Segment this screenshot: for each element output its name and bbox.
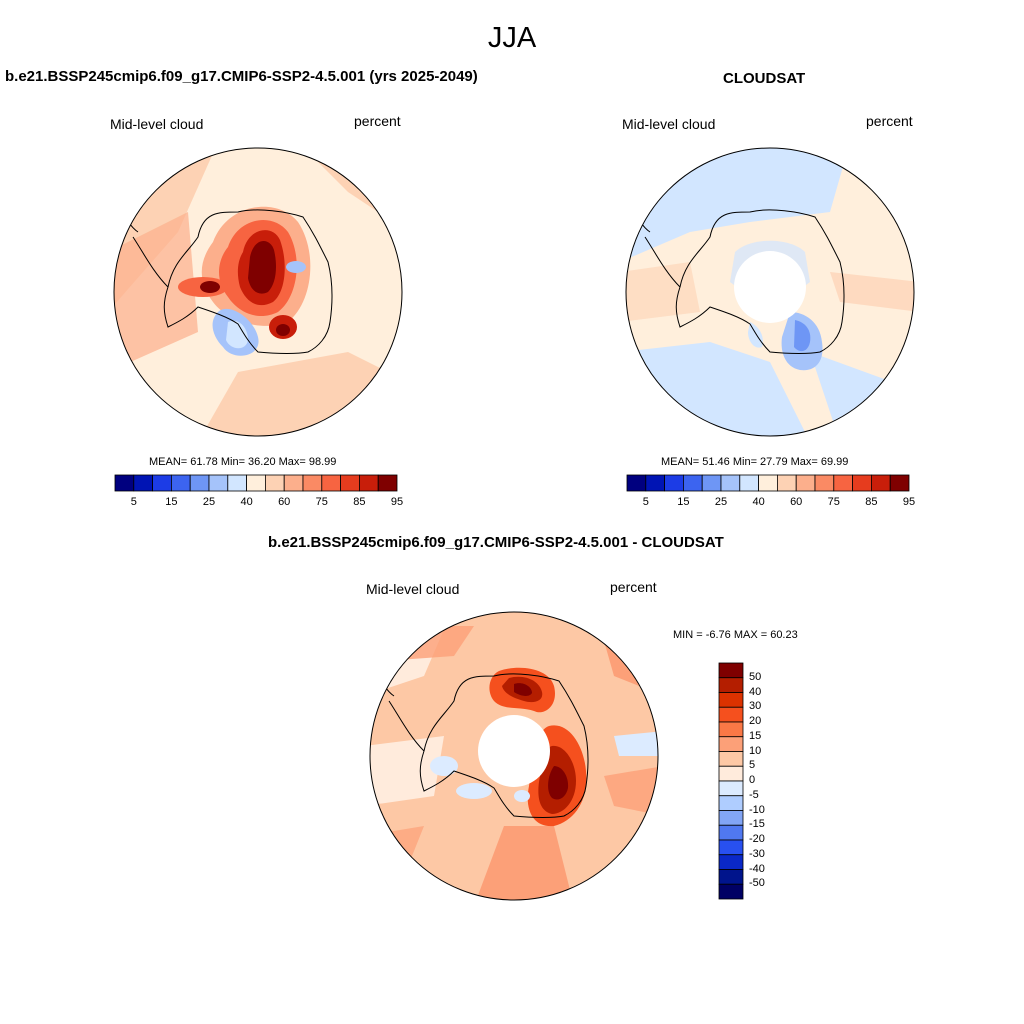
panel1-colorbar-swatch bbox=[189, 474, 210, 492]
panel3-colorbar-tick-label: 10 bbox=[749, 744, 762, 757]
panel3-colorbar-tick-label: 0 bbox=[749, 774, 756, 786]
panel3-colorbar-swatch bbox=[718, 839, 744, 856]
panel3-colorbar-swatch bbox=[718, 810, 744, 826]
panel2-polar-map bbox=[625, 147, 915, 437]
panel2-colorbar-swatch bbox=[683, 474, 703, 492]
panel2-colorbar-tick-label: 40 bbox=[752, 496, 765, 508]
panel3-colorbar bbox=[718, 662, 744, 900]
panel3-colorbar-swatch bbox=[718, 751, 744, 767]
panel2-colorbar-tick-label: 85 bbox=[865, 496, 878, 508]
panel3-colorbar-tick-label: -30 bbox=[749, 847, 765, 860]
panel1-units-label: percent bbox=[354, 113, 401, 129]
panel2-colorbar-tick-label: 95 bbox=[902, 496, 916, 508]
panel3-colorbar-swatch bbox=[718, 869, 744, 885]
panel2-colorbar bbox=[626, 474, 910, 492]
panel2-colorbar-swatch bbox=[626, 474, 647, 492]
panel1-polar-map bbox=[113, 147, 403, 437]
panel3-colorbar-tick-label: 30 bbox=[749, 700, 762, 713]
panel1-colorbar-swatch bbox=[283, 474, 304, 492]
panel2-colorbar-tick-label: 5 bbox=[642, 496, 649, 508]
panel1-colorbar-swatch bbox=[246, 474, 266, 492]
panel1-colorbar-swatch bbox=[171, 474, 191, 492]
panel1-colorbar-tick-label: 5 bbox=[130, 496, 137, 508]
panel1-title: b.e21.BSSP245cmip6.f09_g17.CMIP6-SSP2-4.… bbox=[5, 68, 478, 85]
panel2-colorbar-swatch bbox=[852, 474, 872, 492]
panel2-colorbar-swatch bbox=[758, 474, 778, 492]
panel3-colorbar-swatch bbox=[718, 662, 744, 679]
panel3-variable-label: Mid-level cloud bbox=[366, 581, 460, 597]
panel3-colorbar-tick-label: 15 bbox=[749, 729, 762, 742]
panel3-colorbar-swatch bbox=[718, 765, 744, 782]
panel3-colorbar-swatch bbox=[718, 721, 744, 738]
panel2-variable-label: Mid-level cloud bbox=[622, 116, 716, 132]
panel3-colorbar-swatch bbox=[718, 736, 744, 752]
panel2-colorbar-swatch bbox=[776, 474, 797, 492]
panel2-stats: MEAN= 51.46 Min= 27.79 Max= 69.99 bbox=[661, 456, 849, 468]
panel1-variable-label: Mid-level cloud bbox=[110, 116, 204, 132]
panel3-units-label: percent bbox=[610, 579, 657, 595]
panel2-colorbar-swatch bbox=[814, 474, 835, 492]
figure-title: JJA bbox=[487, 22, 537, 54]
panel3-colorbar-swatch bbox=[718, 706, 744, 723]
panel2-colorbar-swatch bbox=[795, 474, 816, 492]
panel1-colorbar-swatch bbox=[340, 474, 360, 492]
panel3-colorbar-tick-label: -50 bbox=[749, 877, 765, 890]
panel3-title: b.e21.BSSP245cmip6.f09_g17.CMIP6-SSP2-4.… bbox=[268, 534, 724, 551]
panel3-colorbar-swatch bbox=[718, 883, 744, 900]
panel2-colorbar-swatch bbox=[645, 474, 665, 492]
panel1-colorbar-swatch bbox=[264, 474, 285, 492]
panel2-colorbar-swatch bbox=[701, 474, 722, 492]
panel3-polar-map bbox=[369, 611, 659, 901]
panel3-colorbar-swatch bbox=[718, 824, 744, 841]
panel3-colorbar-tick-label: -40 bbox=[749, 862, 765, 875]
panel1-colorbar-tick-label: 60 bbox=[278, 496, 291, 508]
panel3-colorbar-tick-label: -5 bbox=[749, 788, 759, 801]
panel3-colorbar-tick-label: -20 bbox=[749, 833, 765, 845]
panel2-colorbar-tick-label: 60 bbox=[790, 496, 803, 508]
panel2-colorbar-tick-label: 25 bbox=[714, 496, 728, 508]
panel2-colorbar-tick-label: 75 bbox=[827, 496, 840, 508]
panel2-colorbar-swatch bbox=[833, 474, 854, 492]
panel3-colorbar-swatch bbox=[718, 677, 744, 693]
panel1-colorbar-swatch bbox=[377, 474, 398, 492]
panel3-colorbar-swatch bbox=[718, 780, 744, 797]
panel2-colorbar-swatch bbox=[889, 474, 910, 492]
panel2-colorbar-swatch bbox=[720, 474, 741, 492]
panel1-colorbar-tick-label: 25 bbox=[202, 496, 216, 508]
panel1-colorbar-tick-label: 75 bbox=[315, 496, 328, 508]
panel1-stats: MEAN= 61.78 Min= 36.20 Max= 98.99 bbox=[149, 456, 337, 468]
panel3-colorbar-tick-label: -15 bbox=[749, 818, 765, 831]
panel2-title: CLOUDSAT bbox=[723, 70, 806, 87]
panel1-colorbar-swatch bbox=[321, 474, 342, 492]
panel2-colorbar-tick-label: 15 bbox=[677, 496, 690, 508]
panel1-colorbar-swatch bbox=[302, 474, 323, 492]
panel3-colorbar-swatch bbox=[718, 795, 744, 811]
panel1-colorbar bbox=[114, 474, 398, 492]
panel1-colorbar-swatch bbox=[227, 474, 248, 492]
panel3-stats: MIN = -6.76 MAX = 60.23 bbox=[673, 629, 798, 641]
panel3-colorbar-tick-label: 40 bbox=[749, 685, 762, 698]
panel1-colorbar-swatch bbox=[114, 474, 135, 492]
panel2-colorbar-swatch bbox=[870, 474, 891, 492]
panel3-colorbar-tick-label: 50 bbox=[749, 670, 762, 683]
panel3-colorbar-tick-label: -10 bbox=[749, 803, 765, 816]
panel1-colorbar-swatch bbox=[133, 474, 153, 492]
panel3-colorbar-swatch bbox=[718, 854, 744, 870]
panel2-colorbar-swatch bbox=[739, 474, 760, 492]
panel1-colorbar-tick-label: 15 bbox=[165, 496, 178, 508]
panel1-colorbar-swatch bbox=[152, 474, 172, 492]
panel2-colorbar-swatch bbox=[664, 474, 684, 492]
panel1-colorbar-tick-label: 85 bbox=[353, 496, 366, 508]
panel1-colorbar-tick-label: 40 bbox=[240, 496, 253, 508]
panel2-units-label: percent bbox=[866, 113, 913, 129]
panel1-colorbar-swatch bbox=[208, 474, 229, 492]
panel3-colorbar-tick-label: 5 bbox=[749, 759, 756, 772]
panel3-colorbar-swatch bbox=[718, 692, 744, 708]
panel1-colorbar-tick-label: 95 bbox=[390, 496, 404, 508]
panel1-colorbar-swatch bbox=[358, 474, 379, 492]
panel3-colorbar-tick-label: 20 bbox=[749, 715, 762, 727]
